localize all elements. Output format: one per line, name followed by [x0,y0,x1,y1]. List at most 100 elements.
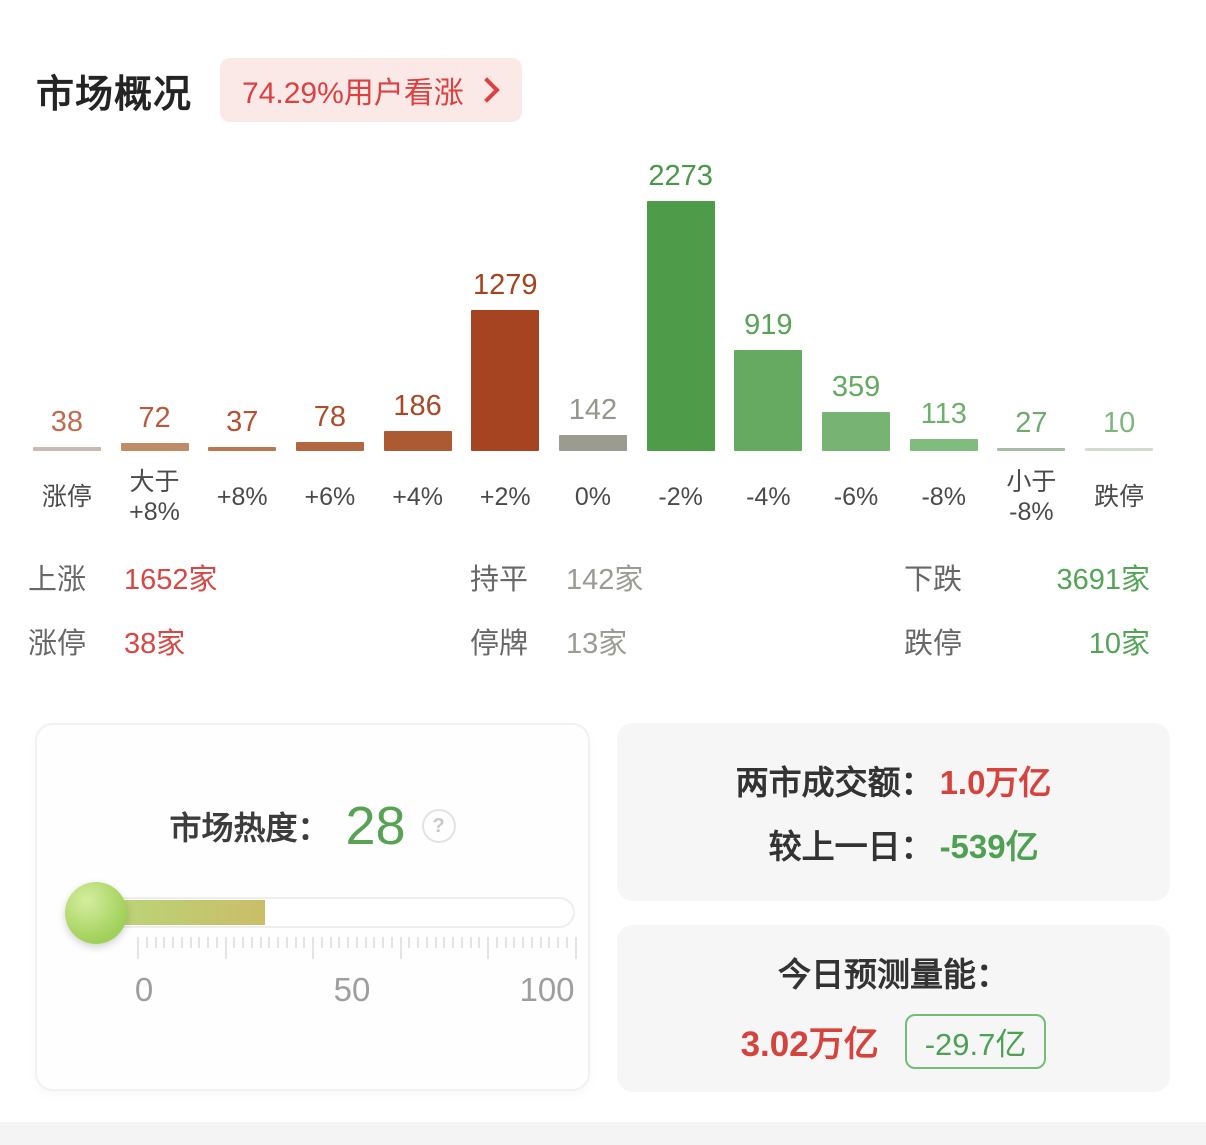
summary-value: 3691家 [1056,564,1150,596]
summary-label: 上涨 [28,564,87,596]
bar-column: 186 [374,390,462,451]
market-heat-label: 市场热度： [169,810,330,846]
summary-label: 跌停 [903,628,962,660]
summary-group: 下跌 3691家 跌停 10家 [904,556,1150,662]
heat-gauge [65,881,575,944]
gauge-tick [513,937,516,948]
header: 市场概况 74.29%用户看涨 [36,58,522,122]
bar-category-label: -6% [833,483,879,511]
bar-column: 142 [549,394,637,451]
gauge-tick [522,937,524,948]
gauge-tick [574,937,577,959]
turnover-card: 两市成交额： 1.0万亿 较上一日： -539亿 [617,723,1170,901]
summary-label: 持平 [470,564,529,596]
bottom-divider-strip [0,1122,1206,1145]
bar-value-label: 27 [1015,407,1048,439]
bar-column: 27 [988,407,1076,451]
bar-value-label: 38 [50,406,83,438]
bar-category-label: +6% [304,483,356,511]
gauge-tick [294,937,297,948]
gauge-tick [548,937,551,948]
sentiment-badge-label: 74.29%用户看涨 [242,77,464,110]
distribution-category-axis: 涨停 大于 +8% +8% +6% +4% +2% 0% -2% -4% -6% -8% 小于 -8%… [23,464,1163,530]
forecast-row: 3.02万亿 -29.7亿 [741,1014,1047,1069]
summary-label: 停牌 [470,628,529,660]
turnover-label: 两市成交额： [735,764,934,801]
forecast-title: 今日预测量能： [778,956,1009,993]
bar-column: 10 [1075,407,1163,451]
scale-label-min: 0 [134,971,154,1008]
summary-group: 持平 142家 停牌 13家 [470,556,643,662]
bar-category-label: 跌停 [1094,483,1145,511]
gauge-tick [215,937,218,948]
distribution-bar-chart: 38 72 37 78 186 1279 142 2273 919 359 113 27 10 [23,150,1163,451]
gauge-tick [268,937,271,948]
gauge-tick [452,937,454,948]
turnover-value: 1.0万亿 [939,764,1052,801]
forecast-value: 3.02万亿 [740,1025,879,1064]
gauge-tick [443,937,446,948]
turnover-rows: 两市成交额： 1.0万亿 较上一日： -539亿 [736,756,1052,868]
gauge-tick [242,937,244,948]
gauge-tick [355,937,358,948]
gauge-tick [460,937,463,948]
bar-value-label: 37 [226,406,259,438]
bar [471,310,540,451]
summary-value: 13家 [566,628,628,660]
bar-category-label: -2% [658,483,703,511]
gauge-tick [417,937,419,948]
gauge-tick [565,937,568,948]
gauge-tick [382,937,384,948]
bar-value-label: 72 [138,402,171,434]
bar-column: 1279 [461,269,549,451]
gauge-tick [207,937,209,948]
gauge-tick [469,937,472,948]
bar-category-label: -4% [746,483,791,511]
gauge-tick [180,937,183,948]
gauge-tick [425,937,428,948]
gauge-tick [530,937,533,948]
gauge-tick [373,937,376,948]
heat-gauge-bulb [65,881,127,944]
gauge-tick [338,937,341,948]
gauge-tick [539,937,542,948]
bar [997,448,1066,451]
sentiment-badge[interactable]: 74.29%用户看涨 [220,58,522,122]
forecast-delta-badge: -29.7亿 [904,1014,1047,1069]
bar-category-label: -8% [921,483,966,511]
gauge-tick [557,937,559,948]
bar [208,447,277,451]
summary-label: 涨停 [28,628,87,660]
gauge-tick [329,937,332,948]
help-icon[interactable]: ? [421,809,456,843]
bar-column: 919 [725,309,813,451]
bar-value-label: 113 [920,398,967,430]
turnover-value: -539亿 [939,828,1039,865]
summary-value: 38家 [124,628,186,660]
bar-column: 2273 [637,160,725,451]
bar-value-label: 142 [568,394,618,426]
bar [558,435,627,451]
bar [295,442,364,451]
bar-category-label: +2% [479,483,531,511]
gauge-tick [163,937,166,948]
gauge-tick [233,937,236,948]
gauge-tick [137,937,139,959]
gauge-tick [320,937,323,948]
gauge-tick [145,937,148,948]
gauge-tick [390,937,393,948]
bar-column: 113 [900,398,988,451]
gauge-tick [303,937,306,948]
gauge-tick [172,937,174,948]
scale-label-mid: 50 [333,971,371,1008]
gauge-tick [189,937,192,948]
summary-group: 上涨 1652家 涨停 38家 [28,556,218,662]
gauge-tick [250,937,253,948]
bar-category-label: 小于 -8% [1006,468,1057,526]
gauge-tick [259,937,262,948]
market-heat-row: 市场热度： 28 ? [37,795,588,857]
gauge-tick [224,937,227,959]
gauge-tick [434,937,437,948]
bar-category-label: +8% [216,483,268,511]
